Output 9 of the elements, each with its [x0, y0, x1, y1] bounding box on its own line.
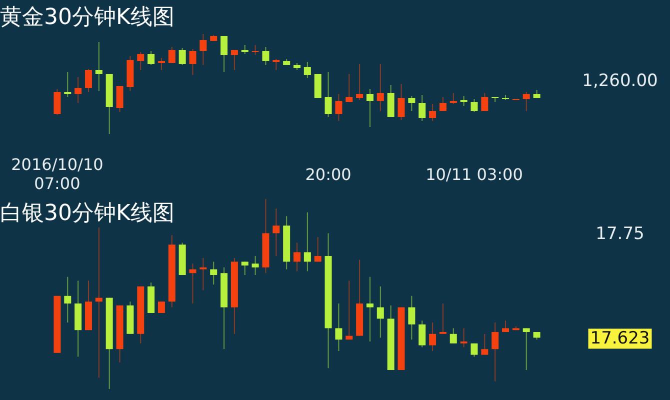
text: 1,260.00 — [582, 71, 658, 91]
x-tick-label: 2016/10/10 07:00 — [11, 155, 104, 193]
x-tick-label: 10/11 03:00 — [426, 165, 523, 184]
chart-title: 黄金30分钟K线图 — [0, 5, 174, 30]
x-tick-label: 20:00 — [305, 165, 352, 184]
text: 17.75 — [596, 224, 644, 244]
candlestick — [314, 74, 322, 98]
chart-title: 白银30分钟K线图 — [0, 201, 174, 226]
text: 17.623 — [590, 328, 650, 349]
